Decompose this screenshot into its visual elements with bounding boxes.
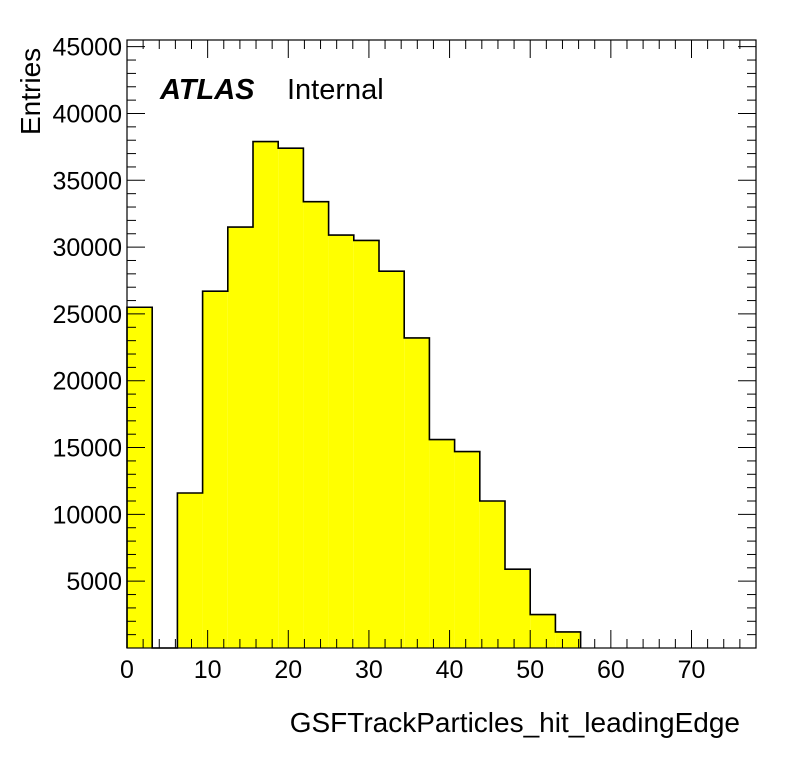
histogram-bar: [278, 148, 304, 648]
y-tick-labels: 5000 10000 15000 20000 25000 30000 35000 40000 4…: [52, 34, 122, 597]
y-tick-label: 40000: [52, 100, 122, 128]
histogram-bar: [404, 337, 430, 648]
y-tick-label: 10000: [52, 501, 122, 529]
x-tick-label: 0: [120, 656, 134, 684]
histogram-outline: [126, 140, 582, 649]
y-tick-label: 25000: [52, 301, 122, 329]
x-tick-label: 60: [597, 656, 625, 684]
x-axis-title: GSFTrackParticles_hit_leadingEdge: [290, 707, 740, 738]
histogram-bar: [429, 439, 455, 648]
x-tick-label: 50: [516, 656, 544, 684]
y-tick-label: 5000: [66, 568, 122, 596]
atlas-status-label: Internal: [287, 74, 384, 106]
histogram-bar: [530, 614, 556, 648]
histogram-bar: [479, 501, 506, 648]
y-tick-label: 35000: [52, 167, 122, 195]
histogram-bar: [227, 227, 254, 649]
y-tick-label: 15000: [52, 435, 122, 463]
histogram-bar: [555, 631, 581, 648]
y-axis-title: Entries: [15, 48, 46, 135]
histogram-bar: [177, 492, 203, 648]
histogram-bar: [505, 569, 531, 648]
histogram-bar: [328, 235, 354, 648]
histogram-bar: [202, 291, 228, 648]
y-tick-label: 30000: [52, 234, 122, 262]
histogram-bar: [303, 201, 329, 648]
atlas-label: ATLAS: [159, 74, 255, 106]
x-tick-label: 20: [274, 656, 302, 684]
histogram-bars: [126, 140, 582, 649]
x-tick-label: 40: [436, 656, 464, 684]
histogram-bar: [127, 307, 153, 648]
y-tick-label: 45000: [52, 34, 122, 62]
x-tick-label: 10: [194, 656, 222, 684]
x-tick-label: 70: [678, 656, 706, 684]
x-tick-labels: 0 10 20 30 40 50 60 70: [120, 656, 705, 684]
histogram-bar: [454, 451, 480, 648]
plot-frame: [126, 39, 757, 649]
x-tick-label: 30: [355, 656, 383, 684]
y-tick-label: 20000: [52, 368, 122, 396]
histogram-bar: [379, 271, 405, 648]
histogram-bar: [253, 141, 279, 649]
axes: [126, 39, 757, 649]
histogram-bar: [353, 240, 380, 648]
